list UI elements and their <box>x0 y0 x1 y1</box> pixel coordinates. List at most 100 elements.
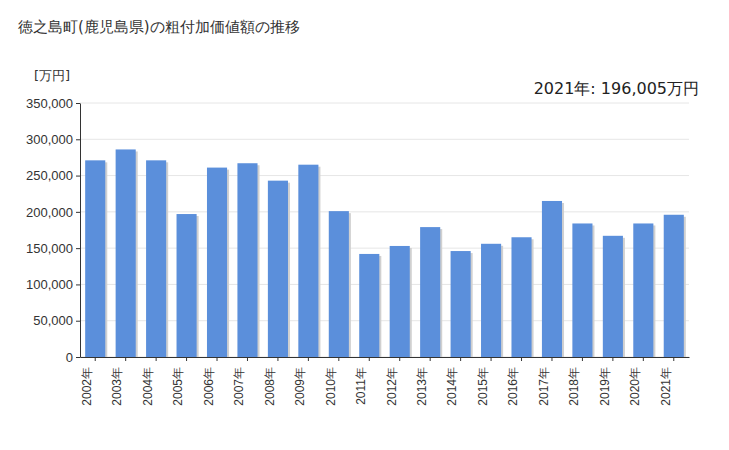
bar <box>451 251 471 357</box>
x-tick-label: 2003年 <box>110 367 124 406</box>
x-tick: 2013年 <box>415 357 430 406</box>
x-tick-label: 2018年 <box>567 367 581 406</box>
grid-line <box>80 139 689 140</box>
x-tick-mark <box>430 357 431 361</box>
chart: 0 50,000 100,000 150,000 200,000 250,000 300,0… <box>0 0 729 450</box>
y-tick-mark <box>76 176 80 177</box>
bar <box>298 165 318 357</box>
x-tick: 2011年 <box>354 357 369 405</box>
x-tick-mark <box>582 357 583 361</box>
x-tick-label: 2020年 <box>628 367 642 406</box>
y-tick: 150,000 <box>26 241 80 256</box>
title: 徳之島町(鹿児島県)の粗付加価値額の推移 <box>18 18 300 36</box>
x-tick-label: 2011年 <box>354 367 368 405</box>
y-tick: 50,000 <box>33 313 80 328</box>
bar <box>268 181 288 357</box>
x-tick-mark <box>156 357 157 361</box>
y-tick: 250,000 <box>26 168 80 183</box>
bar <box>116 149 136 357</box>
x-tick-mark <box>338 357 339 361</box>
y-tick-label: 350,000 <box>26 96 73 111</box>
x-tick-mark <box>521 357 522 361</box>
bar <box>177 214 197 357</box>
bar <box>603 236 623 357</box>
x-tick: 2009年 <box>293 357 308 406</box>
y-tick-mark <box>76 357 80 358</box>
y-tick-label: 100,000 <box>26 277 73 292</box>
bar <box>207 168 227 357</box>
y-tick: 300,000 <box>26 132 80 147</box>
bar <box>420 227 440 357</box>
x-tick: 2021年 <box>659 357 674 406</box>
bar <box>664 215 684 357</box>
x-tick: 2005年 <box>171 357 186 406</box>
x-tick-mark <box>460 357 461 361</box>
x-tick-mark <box>95 357 96 361</box>
y-tick: 350,000 <box>26 96 80 111</box>
bar <box>481 244 501 357</box>
x-tick-label: 2012年 <box>385 367 399 406</box>
y-tick-label: 300,000 <box>26 132 73 147</box>
x-tick: 2017年 <box>537 357 552 406</box>
x-tick-mark <box>399 357 400 361</box>
grid-line <box>80 357 689 358</box>
x-tick: 2004年 <box>141 357 156 406</box>
x-tick: 2018年 <box>567 357 582 406</box>
x-tick-label: 2017年 <box>537 367 551 406</box>
y-tick-mark <box>76 212 80 213</box>
x-tick-mark <box>673 357 674 361</box>
y-tick-mark <box>76 103 80 104</box>
y-axis-line <box>80 104 81 358</box>
bar <box>359 254 379 357</box>
grid <box>80 103 689 357</box>
x-tick: 2014年 <box>445 357 460 406</box>
y-tick-mark <box>76 321 80 322</box>
grid-line <box>80 175 689 176</box>
y-axis-title: [万円] <box>34 68 70 83</box>
plot: 0 50,000 100,000 150,000 200,000 250,000 300,0… <box>26 96 690 406</box>
bar <box>390 246 410 357</box>
y-tick: 200,000 <box>26 205 80 220</box>
x-tick: 2002年 <box>80 357 95 406</box>
y-tick-mark <box>76 139 80 140</box>
x-tick-label: 2004年 <box>141 367 155 406</box>
x-tick-label: 2005年 <box>171 367 185 406</box>
y-tick-label: 0 <box>66 350 73 365</box>
bar <box>85 160 105 357</box>
x-tick-mark <box>491 357 492 361</box>
bar <box>329 211 349 357</box>
x-tick-label: 2010年 <box>324 367 338 406</box>
y-tick-mark <box>76 284 80 285</box>
x-tick: 2012年 <box>385 357 400 406</box>
y-tick-label: 250,000 <box>26 168 73 183</box>
x-axis: 2002年2003年2004年2005年2006年2007年2008年2009年… <box>80 357 689 406</box>
x-tick: 2016年 <box>506 357 521 406</box>
grid-line <box>80 320 689 321</box>
x-axis-line <box>81 357 690 358</box>
x-tick-label: 2016年 <box>506 367 520 406</box>
annotation: 2021年: 196,005万円 <box>534 79 699 98</box>
x-tick-mark <box>217 357 218 361</box>
x-tick-mark <box>277 357 278 361</box>
y-tick: 0 <box>66 350 80 365</box>
x-tick-label: 2002年 <box>80 367 94 406</box>
y-tick-mark <box>76 248 80 249</box>
x-tick-label: 2015年 <box>476 367 490 406</box>
grid-line <box>80 103 689 104</box>
x-tick: 2020年 <box>628 357 643 406</box>
x-tick-label: 2014年 <box>445 367 459 406</box>
bar <box>572 223 592 357</box>
bar <box>633 223 653 357</box>
x-tick-mark <box>186 357 187 361</box>
x-tick-label: 2009年 <box>293 367 307 406</box>
x-tick: 2008年 <box>263 357 278 406</box>
x-tick-label: 2008年 <box>263 367 277 406</box>
x-tick-label: 2007年 <box>232 367 246 406</box>
bar <box>146 160 166 357</box>
x-tick-mark <box>247 357 248 361</box>
x-tick-mark <box>551 357 552 361</box>
x-tick-mark <box>308 357 309 361</box>
x-tick-mark <box>643 357 644 361</box>
y-axis: 0 50,000 100,000 150,000 200,000 250,000 300,0… <box>26 96 81 365</box>
x-tick-label: 2019年 <box>598 367 612 406</box>
